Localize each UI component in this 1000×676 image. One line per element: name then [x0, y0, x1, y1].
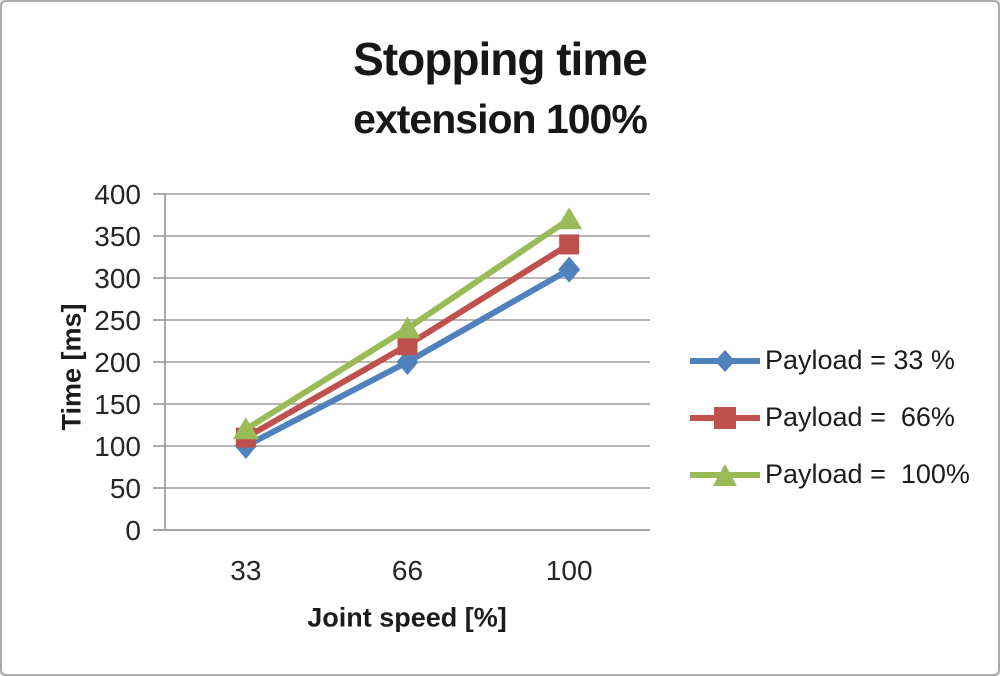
- data-point-diamond: [558, 256, 581, 283]
- legend-item-payload-100: Payload = 100%: [690, 446, 990, 503]
- legend-label: Payload = 33 %: [765, 345, 955, 375]
- y-tick-label: 350: [94, 221, 141, 252]
- y-tick-label: 100: [94, 431, 141, 462]
- x-tick-label: 100: [546, 555, 593, 586]
- y-tick-label: 200: [94, 347, 141, 378]
- legend-item-payload-66: Payload = 66%: [690, 389, 990, 446]
- x-tick-label: 33: [230, 555, 261, 586]
- legend-label: Payload = 66%: [765, 402, 955, 432]
- data-point-diamond: [396, 349, 419, 375]
- chart-subtitle: extension 100%: [353, 96, 648, 142]
- y-tick-label: 50: [110, 473, 141, 504]
- data-point-square: [559, 234, 580, 255]
- legend-item-payload-33: Payload = 33 %: [690, 332, 990, 389]
- chart-title: Stopping time: [353, 33, 648, 85]
- legend: Payload = 33 % Payload = 66% Payload = 1…: [690, 332, 990, 503]
- data-point-square: [397, 335, 418, 356]
- legend-label: Payload = 100%: [765, 459, 970, 489]
- y-tick-label: 250: [94, 305, 141, 336]
- data-point-triangle: [394, 316, 421, 339]
- y-axis-title: Time [ms]: [56, 303, 87, 431]
- diamond-marker-icon: [690, 347, 760, 375]
- data-point-triangle: [556, 207, 583, 230]
- x-tick-label: 66: [392, 555, 423, 586]
- y-tick-label: 300: [94, 263, 141, 294]
- y-tick-label: 400: [94, 179, 141, 210]
- square-marker-icon: [690, 404, 760, 432]
- y-tick-label: 0: [125, 515, 141, 546]
- x-axis-title: Joint speed [%]: [307, 602, 507, 633]
- triangle-marker-icon: [690, 461, 760, 489]
- data-point-triangle: [232, 417, 259, 440]
- y-tick-label: 150: [94, 389, 141, 420]
